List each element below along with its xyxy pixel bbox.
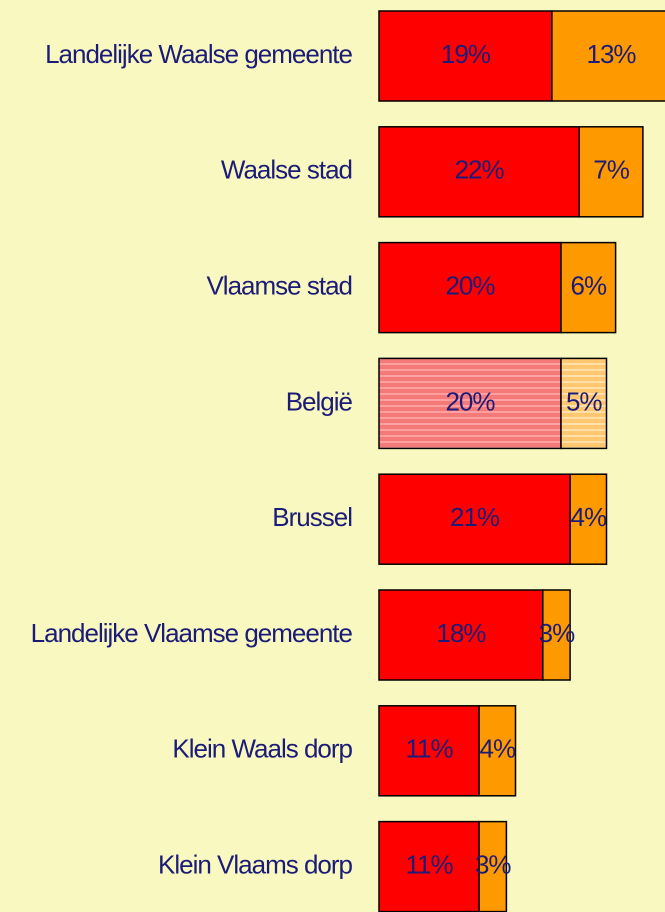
value-label: 4%: [571, 502, 607, 532]
value-label: 18%: [436, 618, 486, 648]
bar-segment: [378, 10, 553, 102]
bar-segment: [560, 357, 608, 450]
category-label: Klein Waals dorp: [172, 734, 352, 764]
bar-segment: [569, 473, 608, 565]
category-label: Waalse stad: [221, 155, 352, 185]
bar-segment: [378, 126, 580, 218]
value-label: 13%: [587, 39, 637, 69]
bar-segment: [378, 705, 480, 797]
value-label: 19%: [441, 39, 491, 69]
value-label: 20%: [445, 270, 495, 300]
bar-segment: [378, 357, 562, 450]
value-label: 22%: [455, 155, 505, 185]
category-label: Vlaamse stad: [206, 270, 352, 300]
value-label: 5%: [566, 386, 602, 416]
bar-segment: [551, 10, 665, 102]
value-label: 21%: [450, 502, 500, 532]
value-label: 3%: [475, 849, 511, 879]
category-label: Brussel: [272, 502, 352, 532]
value-label: 20%: [445, 386, 495, 416]
bar-segment: [478, 705, 517, 797]
bar-segment: [478, 820, 508, 912]
value-label: 7%: [593, 155, 629, 185]
bar-segment: [378, 589, 544, 681]
bar-segment: [378, 820, 480, 912]
bar-segment: [560, 241, 617, 334]
category-label: België: [286, 386, 353, 416]
value-label: 11%: [405, 849, 453, 879]
value-label: 11%: [405, 734, 453, 764]
category-label: Klein Vlaams dorp: [158, 849, 353, 879]
value-label: 6%: [571, 270, 607, 300]
category-label: Landelijke Waalse gemeente: [45, 39, 352, 69]
bar-segment: [542, 589, 571, 681]
value-label: 4%: [480, 734, 516, 764]
value-label: 3%: [539, 618, 575, 648]
bar-segment: [378, 241, 562, 334]
category-label: Landelijke Vlaamse gemeente: [31, 618, 353, 648]
bar-segment: [578, 126, 644, 218]
